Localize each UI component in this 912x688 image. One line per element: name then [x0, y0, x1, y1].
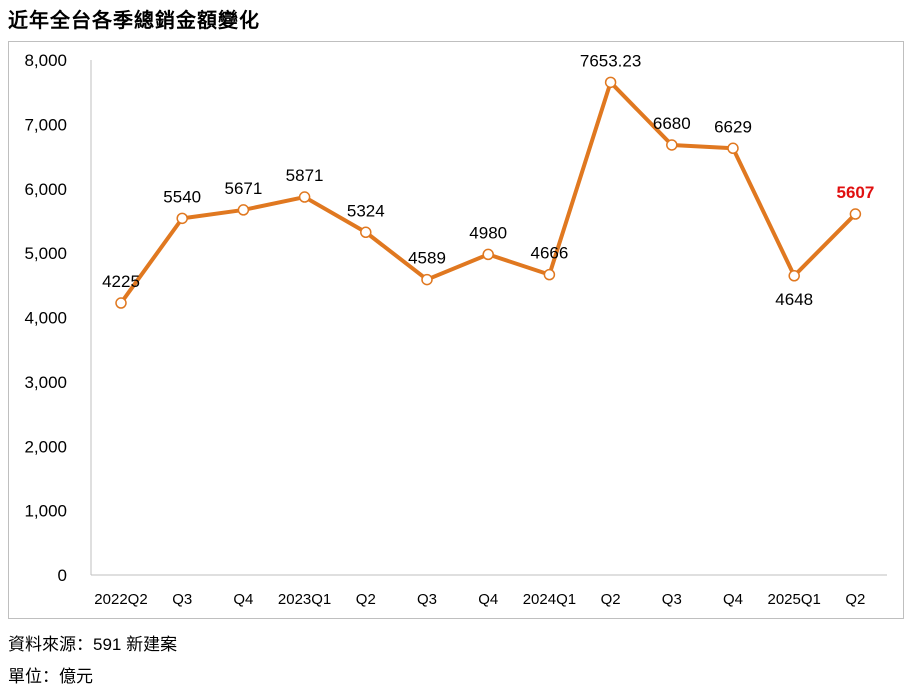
x-tick-label: Q2	[356, 591, 376, 608]
data-label: 6680	[653, 114, 691, 133]
x-tick-label: Q3	[172, 591, 192, 608]
data-labels: 4225 5540 5671 5871 5324 4589 4980 4666 7653.23 6…	[102, 51, 874, 308]
x-tick-label: Q4	[478, 591, 498, 608]
data-point	[115, 297, 127, 309]
data-point	[727, 142, 739, 155]
y-tick-label: 7,000	[24, 115, 67, 134]
data-label: 5671	[224, 179, 262, 198]
data-points	[115, 76, 862, 309]
data-label: 4589	[408, 249, 446, 268]
x-tick-label: Q2	[845, 591, 865, 608]
data-label: 5871	[286, 166, 324, 185]
y-tick-label: 4,000	[24, 309, 67, 328]
data-label: 4666	[530, 244, 568, 263]
data-point	[237, 204, 250, 216]
y-tick-label: 8,000	[24, 51, 67, 70]
x-tick-label: 2025Q1	[768, 591, 821, 608]
data-label: 6629	[714, 117, 752, 136]
data-point	[666, 139, 678, 151]
data-point	[788, 270, 800, 282]
y-tick-label: 3,000	[24, 373, 67, 392]
chart-frame	[8, 41, 904, 619]
data-point	[482, 248, 494, 261]
data-label: 7653.23	[580, 51, 641, 70]
data-point	[176, 212, 188, 225]
x-axis-ticks: 2022Q2 Q3 Q4 2023Q1 Q2 Q3 Q4 2024Q1 Q2 Q3 Q4 2025Q1…	[94, 591, 865, 608]
unit-note: 單位：億元	[8, 667, 93, 686]
data-point	[421, 273, 433, 286]
data-label: 4648	[775, 290, 813, 309]
data-label: 5324	[347, 201, 385, 220]
data-point	[360, 226, 372, 239]
x-tick-label: Q3	[662, 591, 682, 608]
x-tick-label: Q4	[233, 591, 253, 608]
x-tick-label: 2022Q2	[94, 591, 147, 608]
y-axis-ticks: 0 1,000 2,000 3,000 4,000 5,000 6,000 7,000 8,00…	[24, 51, 67, 585]
chart-title: 近年全台各季總銷金額變化	[8, 8, 260, 32]
y-tick-label: 5,000	[24, 244, 67, 263]
data-label: 4980	[469, 223, 507, 242]
axes	[90, 60, 887, 576]
x-tick-label: Q2	[601, 591, 621, 608]
y-tick-label: 0	[58, 566, 67, 585]
y-tick-label: 1,000	[24, 502, 67, 521]
x-tick-label: Q3	[417, 591, 437, 608]
x-tick-label: Q4	[723, 591, 743, 608]
data-label: 5540	[163, 187, 201, 206]
source-note: 資料來源：591 新建案	[8, 635, 178, 654]
y-tick-label: 6,000	[24, 180, 67, 199]
data-label: 4225	[102, 272, 140, 291]
data-point	[849, 208, 862, 220]
data-point	[298, 191, 311, 203]
x-tick-label: 2023Q1	[278, 591, 331, 608]
data-point	[604, 76, 617, 89]
y-tick-label: 2,000	[24, 437, 67, 456]
data-point	[543, 268, 556, 281]
x-tick-label: 2024Q1	[523, 591, 576, 608]
data-label: 5607	[836, 183, 874, 202]
